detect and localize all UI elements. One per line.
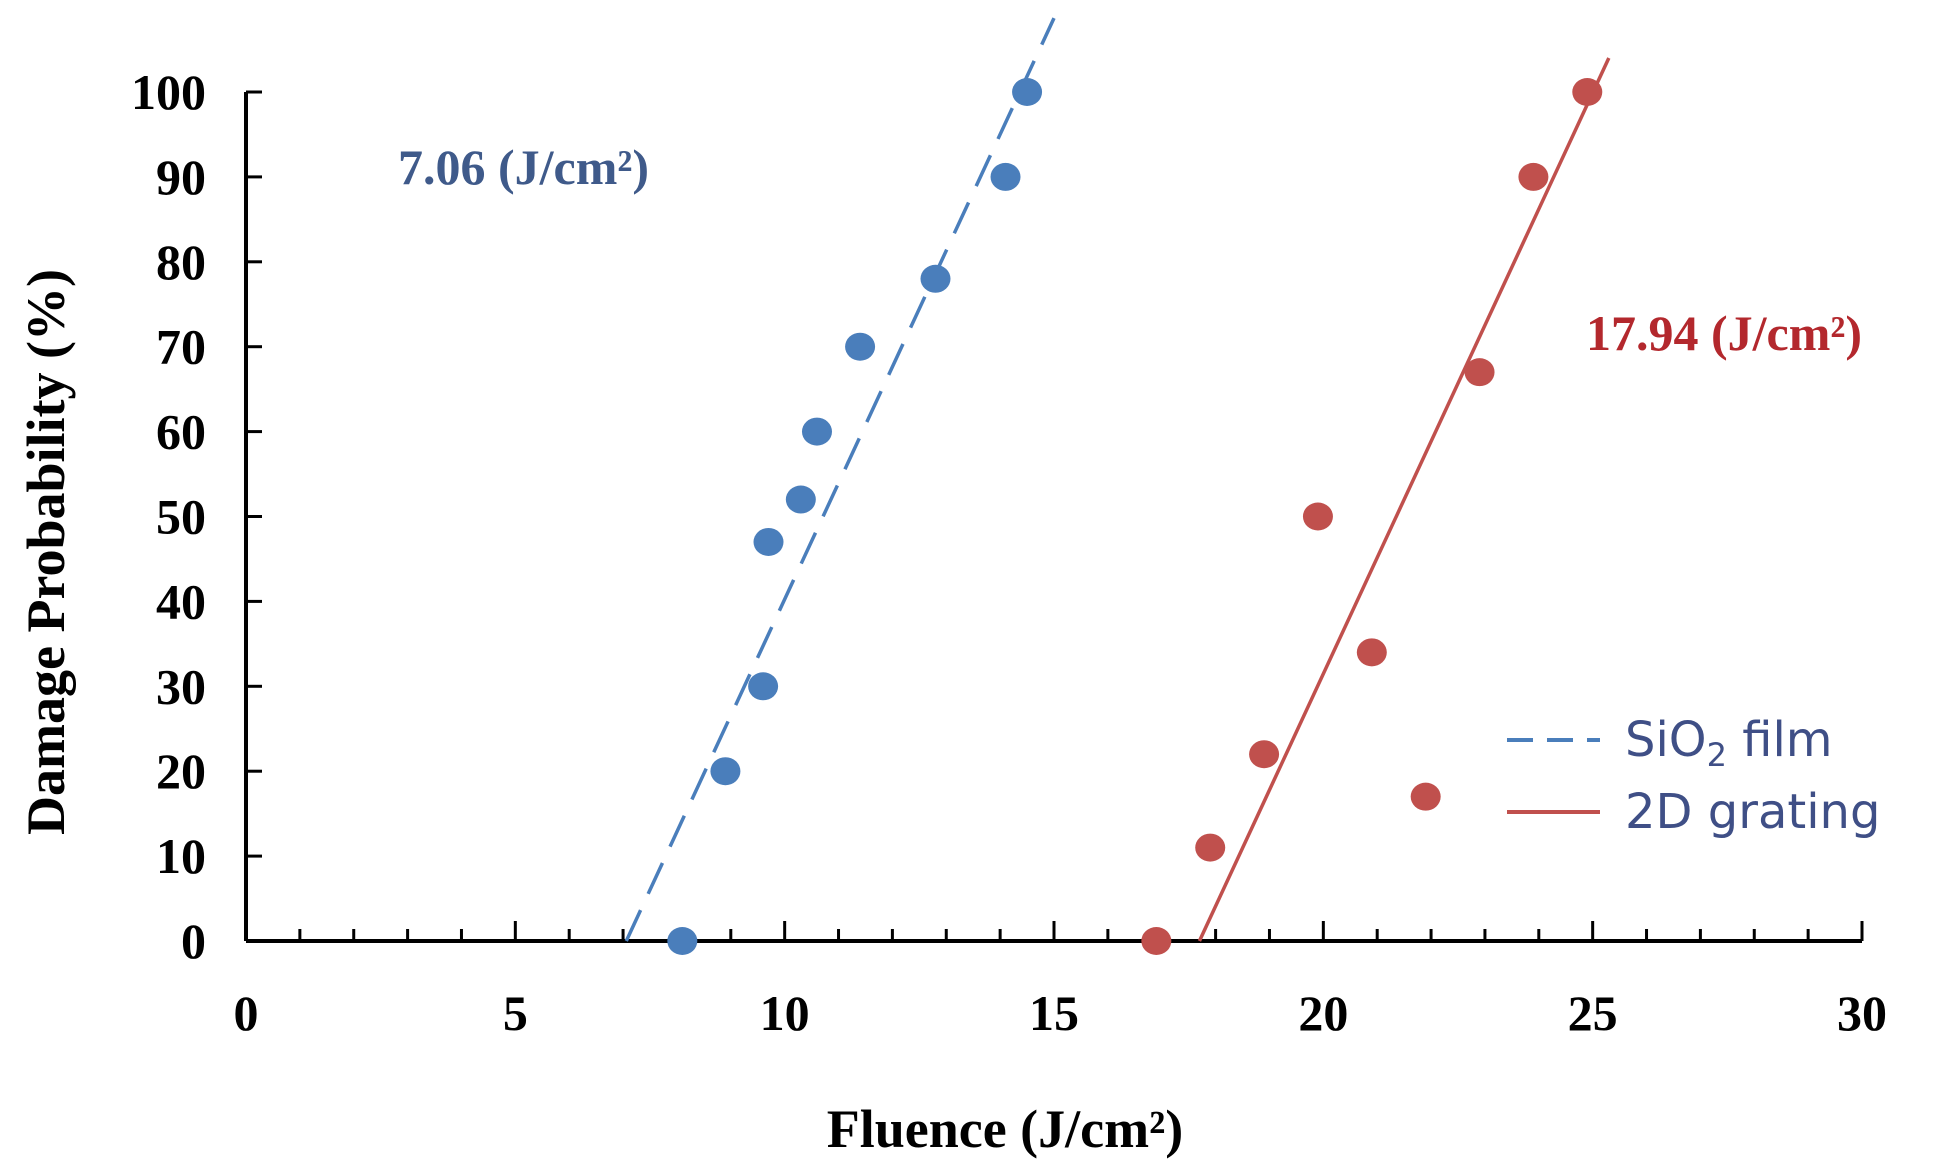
x-tick-label: 20 bbox=[1298, 985, 1348, 1041]
data-point-sio2 bbox=[920, 264, 951, 293]
y-tick-label: 30 bbox=[156, 658, 206, 714]
data-point-grating bbox=[1249, 740, 1280, 769]
data-point-sio2 bbox=[845, 332, 876, 361]
data-point-sio2 bbox=[785, 485, 816, 514]
grating-threshold-annotation: 17.94 (J/cm²) bbox=[1586, 305, 1862, 361]
fit-line-grating bbox=[1197, 57, 1611, 942]
y-tick-label: 40 bbox=[156, 573, 206, 629]
y-tick-label: 20 bbox=[156, 743, 206, 799]
data-point-grating bbox=[1302, 502, 1333, 531]
y-tick-label: 60 bbox=[156, 404, 206, 460]
fit-line-sio2 bbox=[624, 17, 1056, 942]
x-tick-label: 25 bbox=[1568, 985, 1618, 1041]
data-point-sio2 bbox=[1012, 78, 1043, 106]
y-axis-title: Damage Probability (%) bbox=[16, 269, 76, 835]
sio2-threshold-annotation: 7.06 (J/cm²) bbox=[398, 139, 649, 195]
data-point-sio2 bbox=[990, 162, 1021, 191]
data-point-grating bbox=[1518, 162, 1549, 191]
data-point-grating bbox=[1410, 782, 1441, 811]
tick-labels: 0 5 10 15 20 25 30 0 10 20 30 40 50 60 70 80 90 100 bbox=[131, 64, 1887, 1041]
legend-label-grating: 2D grating bbox=[1625, 784, 1880, 840]
legend-label-sio2-main: SiO bbox=[1625, 712, 1707, 768]
fit-lines bbox=[624, 17, 1611, 942]
y-tick-label: 50 bbox=[156, 489, 206, 545]
x-tick-label: 5 bbox=[503, 985, 528, 1041]
legend-label-sio2-suffix: film bbox=[1727, 712, 1833, 768]
data-point-grating bbox=[1464, 358, 1495, 387]
x-tick-label: 10 bbox=[760, 985, 810, 1041]
y-tick-label: 100 bbox=[131, 64, 206, 120]
y-tick-label: 0 bbox=[181, 913, 206, 969]
data-point-grating bbox=[1572, 78, 1603, 106]
x-axis-title: Fluence (J/cm²) bbox=[827, 1099, 1184, 1159]
x-tick-label: 15 bbox=[1029, 985, 1079, 1041]
data-points bbox=[667, 78, 1603, 955]
y-tick-label: 10 bbox=[156, 828, 206, 884]
y-tick-label: 90 bbox=[156, 149, 206, 205]
x-tick-label: 0 bbox=[234, 985, 259, 1041]
legend: SiO2 film 2D grating bbox=[1507, 712, 1880, 840]
data-point-sio2 bbox=[710, 757, 741, 786]
legend-label-sio2-sub: 2 bbox=[1707, 736, 1727, 774]
axes bbox=[244, 90, 1864, 943]
y-tick-label: 80 bbox=[156, 234, 206, 290]
y-tick-label: 70 bbox=[156, 319, 206, 375]
data-point-sio2 bbox=[753, 527, 784, 556]
data-point-sio2 bbox=[667, 927, 698, 955]
x-tick-label: 30 bbox=[1837, 985, 1887, 1041]
data-point-grating bbox=[1141, 927, 1172, 955]
data-point-sio2 bbox=[748, 672, 779, 701]
data-point-sio2 bbox=[801, 417, 832, 446]
data-point-grating bbox=[1356, 638, 1387, 667]
data-point-grating bbox=[1195, 833, 1226, 862]
legend-label-sio2: SiO2 film bbox=[1625, 712, 1833, 774]
